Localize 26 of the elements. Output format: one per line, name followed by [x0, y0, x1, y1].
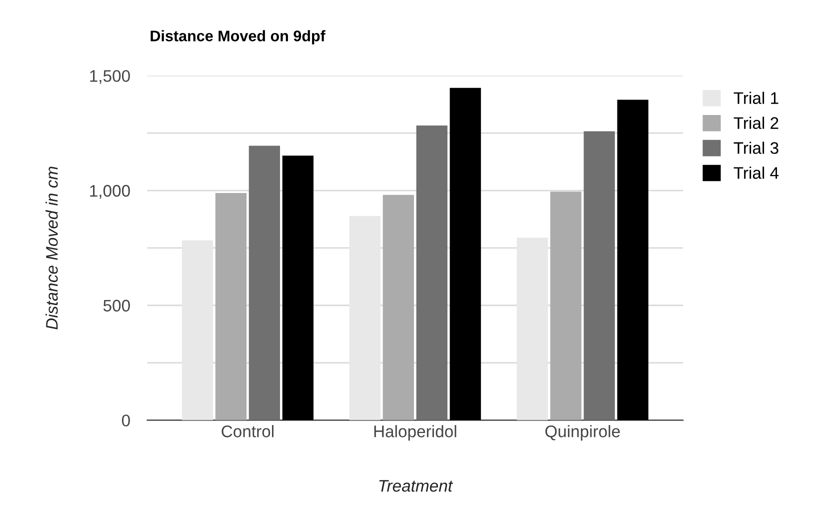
bar — [584, 131, 615, 420]
x-tick-label: Haloperidol — [374, 425, 456, 441]
legend-label: Trial 4 — [734, 166, 779, 179]
x-axis-title: Treatment — [379, 480, 454, 492]
bar — [349, 216, 380, 420]
bar — [282, 156, 314, 420]
y-tick-label: 1,500 — [90, 70, 130, 84]
bar — [516, 238, 548, 420]
bar — [416, 126, 448, 420]
x-tick-label: Quinpirole — [545, 425, 620, 441]
legend-label: Trial 3 — [734, 142, 778, 154]
bar — [182, 240, 214, 420]
bar — [215, 193, 247, 420]
y-axis-title: Distance Moved in cm — [46, 166, 58, 330]
bar — [248, 146, 280, 420]
y-tick-label: 500 — [103, 300, 130, 312]
y-tick-label: 1,000 — [90, 184, 130, 199]
bar — [550, 192, 582, 420]
bar — [382, 194, 414, 420]
chart-title: Distance Moved on 9dpf — [150, 30, 326, 44]
bar — [617, 100, 648, 420]
legend-label: Trial 2 — [734, 116, 778, 129]
y-tick-label: 0 — [122, 414, 130, 426]
legend-label: Trial 1 — [734, 92, 778, 104]
x-tick-label: Control — [222, 425, 274, 438]
bar — [450, 88, 481, 420]
